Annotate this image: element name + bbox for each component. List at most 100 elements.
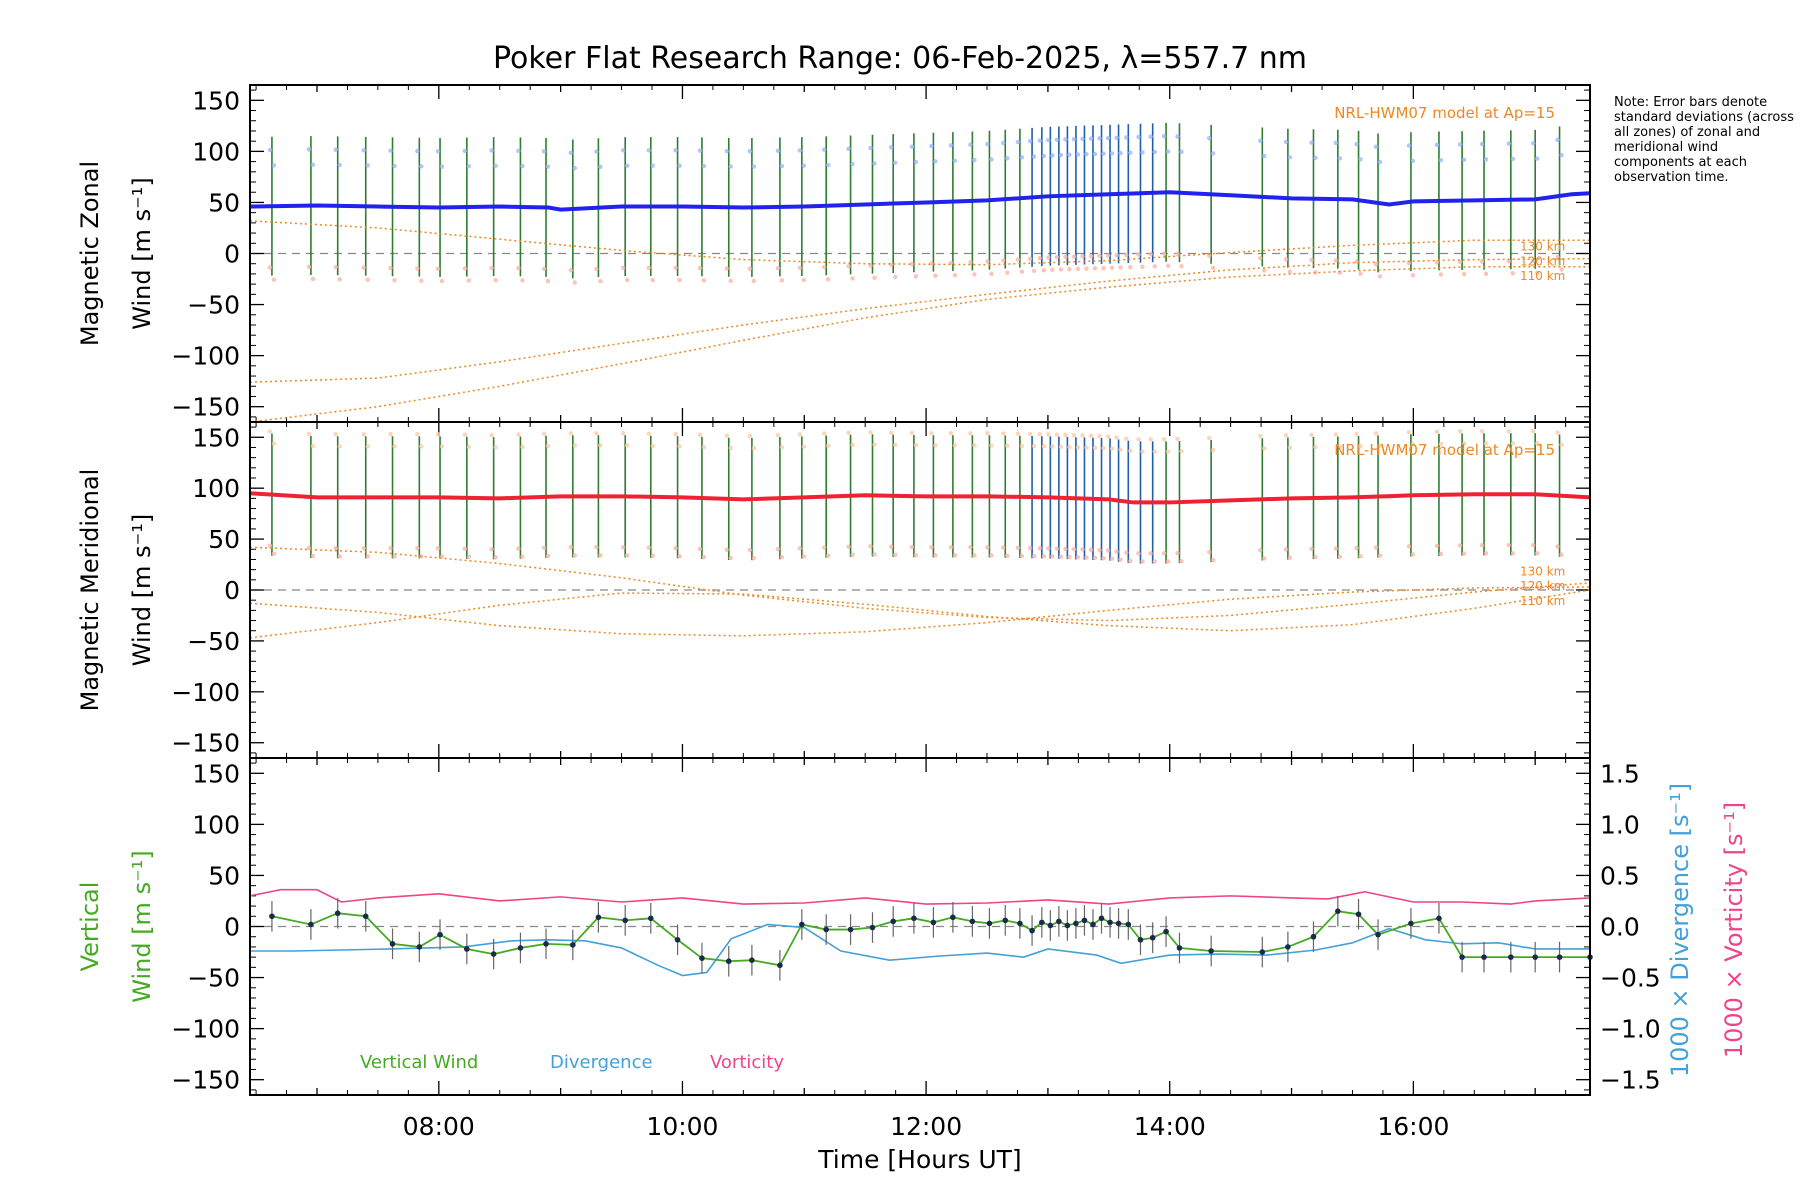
zone-sample (1175, 436, 1180, 442)
zone-sample (1479, 141, 1485, 147)
zone-sample (1128, 558, 1133, 564)
zone-sample (1210, 557, 1216, 563)
y-tick-label: −150 (171, 393, 240, 422)
zone-sample (909, 144, 915, 149)
zone-sample (267, 543, 273, 548)
zone-sample (439, 278, 445, 284)
zone-sample (933, 553, 938, 558)
zone-sample (913, 274, 919, 279)
zone-sample (1309, 257, 1314, 263)
zone-sample (1031, 154, 1037, 159)
zone-sample (701, 278, 707, 283)
zone-sample (1313, 155, 1318, 161)
zone-sample (1075, 152, 1081, 157)
vertical-wind-point (1115, 920, 1122, 927)
zone-sample (1210, 151, 1216, 156)
zone-sample (1128, 150, 1133, 155)
zone-sample (751, 445, 757, 451)
zone-sample (1534, 551, 1540, 556)
vertical-wind-point (823, 926, 829, 933)
zone-sample (846, 146, 851, 152)
divergence-line (250, 923, 1590, 977)
zone-sample (568, 431, 574, 436)
zone-sample (724, 547, 729, 553)
zone-sample (1088, 136, 1094, 141)
zone-sample (466, 444, 472, 450)
right-axis-label-vorticity: 1000 × Vorticity [s⁻¹] (1720, 802, 1748, 1058)
zone-sample (1031, 443, 1037, 449)
zone-sample (1080, 254, 1085, 259)
zone-sample (1097, 547, 1102, 553)
zone-sample (1377, 443, 1383, 448)
vertical-wind-point (1408, 920, 1414, 927)
zone-sample (1105, 135, 1111, 141)
zone-sample (893, 442, 898, 448)
zone-sample (1071, 546, 1077, 552)
zone-sample (801, 163, 807, 168)
vertical-wind-point (1149, 934, 1156, 941)
zone-sample (568, 268, 574, 273)
zone-sample (1027, 256, 1033, 261)
zone-sample (1067, 152, 1072, 158)
zone-sample (972, 553, 977, 558)
zone-sample (333, 432, 338, 437)
zone-sample (1210, 447, 1216, 453)
zone-sample (1075, 555, 1081, 560)
y2-tick-label: −1.0 (1600, 1015, 1661, 1044)
zonal-wind-line (249, 190, 1591, 212)
y-tick-label: 100 (192, 810, 240, 839)
zone-sample (826, 553, 831, 558)
zone-sample (1354, 259, 1359, 264)
vertical-wind-point (1064, 922, 1071, 929)
zone-sample (913, 159, 919, 165)
zone-sample (594, 431, 599, 436)
zone-sample (1148, 437, 1153, 442)
zone-sample (1530, 141, 1536, 146)
zone-sample (1410, 442, 1416, 447)
zone-sample (933, 159, 938, 164)
vertical-wind-point (699, 955, 705, 961)
zone-sample (1152, 264, 1157, 269)
zone-sample (1071, 254, 1077, 259)
zone-sample (594, 149, 599, 154)
zone-sample (1005, 270, 1010, 275)
zone-sample (1140, 150, 1145, 155)
altitude-label: 120 km (1520, 255, 1565, 269)
zone-sample (1148, 551, 1153, 556)
vertical-wind-point (1556, 954, 1563, 960)
zone-sample (724, 148, 729, 154)
zone-sample (1041, 554, 1047, 559)
y-tick-label: 50 (208, 861, 240, 890)
zone-sample (1092, 266, 1098, 271)
zone-sample (466, 278, 472, 283)
zone-sample (1283, 257, 1289, 262)
zone-sample (846, 544, 851, 549)
zone-sample (1210, 265, 1216, 271)
zone-sample (1161, 551, 1167, 556)
panel-zonal (249, 84, 1591, 423)
zone-sample (337, 162, 342, 168)
zone-sample (1152, 559, 1157, 564)
zone-sample (1283, 139, 1289, 145)
zone-sample (775, 148, 781, 153)
zone-sample (850, 442, 855, 448)
x-tick-label: 10:00 (646, 1112, 718, 1141)
zone-sample (306, 147, 312, 152)
zone-sample (1063, 546, 1068, 552)
zone-sample (516, 432, 521, 437)
zone-sample (1333, 140, 1339, 146)
zone-sample (1337, 554, 1343, 559)
zone-sample (1434, 543, 1440, 548)
zone-sample (985, 259, 990, 264)
y-tick-label: −150 (171, 729, 240, 758)
y-tick-label: −100 (171, 342, 240, 371)
zone-sample (872, 161, 877, 166)
zone-sample (1258, 548, 1263, 553)
zone-sample (968, 142, 973, 147)
vertical-wind-point (930, 919, 937, 926)
zone-sample (365, 277, 370, 283)
zone-sample (267, 265, 273, 270)
zone-sample (1161, 251, 1167, 256)
zone-sample (1140, 449, 1145, 454)
y2-tick-label: −1.5 (1600, 1066, 1661, 1095)
